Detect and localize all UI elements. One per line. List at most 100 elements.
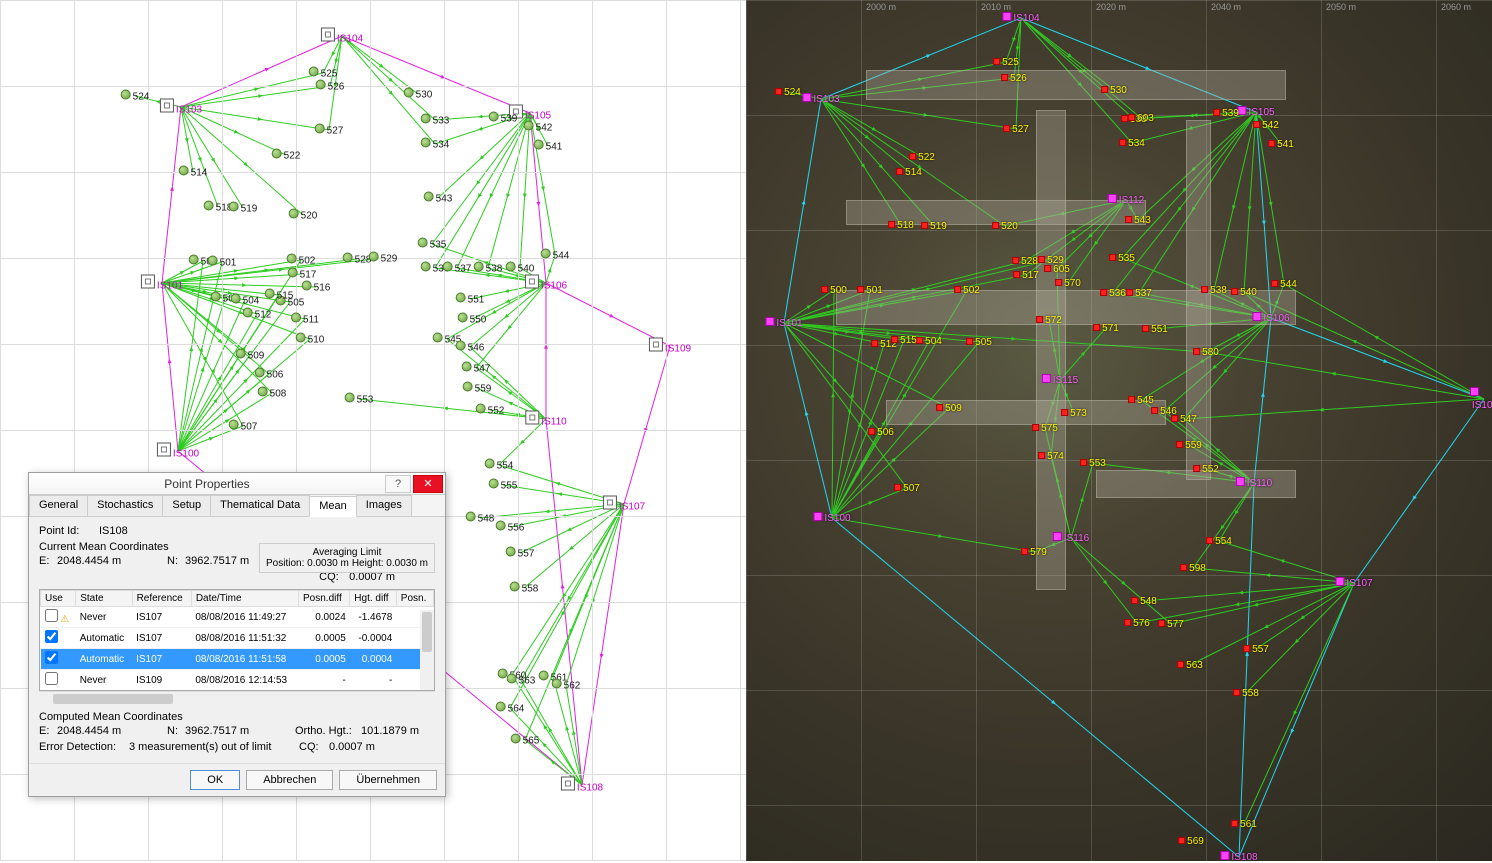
tab-thematical-data[interactable]: Thematical Data bbox=[210, 495, 310, 516]
station-IS110[interactable]: IS110 bbox=[1236, 477, 1272, 489]
point-575[interactable]: 575 bbox=[1032, 422, 1058, 434]
station-IS104[interactable]: IS104 bbox=[321, 28, 363, 45]
point-501[interactable]: 501 bbox=[208, 256, 237, 269]
tab-stochastics[interactable]: Stochastics bbox=[87, 495, 163, 516]
point-544[interactable]: 544 bbox=[1271, 278, 1297, 290]
station-IS106[interactable]: IS106 bbox=[1252, 312, 1289, 324]
point-535[interactable]: 535 bbox=[1109, 252, 1135, 264]
point-573[interactable]: 573 bbox=[1061, 407, 1087, 419]
point-525[interactable]: 525 bbox=[309, 67, 338, 80]
point-540[interactable]: 540 bbox=[1231, 286, 1257, 298]
point-553[interactable]: 553 bbox=[345, 393, 374, 406]
point-571[interactable]: 571 bbox=[1093, 322, 1119, 334]
point-506[interactable]: 506 bbox=[255, 368, 284, 381]
use-checkbox[interactable] bbox=[45, 651, 58, 664]
point-519[interactable]: 519 bbox=[229, 202, 258, 215]
point-547[interactable]: 547 bbox=[1171, 413, 1197, 425]
point-559[interactable]: 559 bbox=[463, 382, 492, 395]
point-552[interactable]: 552 bbox=[476, 404, 505, 417]
point-502[interactable]: 502 bbox=[954, 284, 980, 296]
point-548[interactable]: 548 bbox=[466, 512, 495, 525]
point-517[interactable]: 517 bbox=[1013, 269, 1039, 281]
station-IS101[interactable]: IS101 bbox=[765, 317, 802, 329]
station-IS108[interactable]: IS108 bbox=[561, 777, 603, 794]
table-vertical-scrollbar[interactable] bbox=[420, 610, 434, 690]
point-517[interactable]: 517 bbox=[288, 268, 317, 281]
point-561[interactable]: 561 bbox=[1231, 818, 1257, 830]
point-576[interactable]: 576 bbox=[1124, 617, 1150, 629]
ok-button[interactable]: OK bbox=[190, 770, 240, 790]
point-554[interactable]: 554 bbox=[1206, 535, 1232, 547]
use-checkbox[interactable] bbox=[45, 672, 58, 685]
point-527[interactable]: 527 bbox=[315, 124, 344, 137]
dialog-titlebar[interactable]: Point Properties ? ✕ bbox=[29, 473, 445, 495]
point-542[interactable]: 542 bbox=[524, 121, 553, 134]
point-507[interactable]: 507 bbox=[229, 420, 258, 433]
station-IS109[interactable]: IS109 bbox=[649, 338, 691, 355]
point-514[interactable]: 514 bbox=[896, 166, 922, 178]
station-IS105[interactable]: IS105 bbox=[1237, 106, 1274, 118]
point-526[interactable]: 526 bbox=[316, 80, 345, 93]
use-checkbox[interactable] bbox=[45, 630, 58, 643]
point-537[interactable]: 537 bbox=[1126, 287, 1152, 299]
survey-network-view-aerial[interactable]: 2000 m2010 m2020 m2040 m2050 m2060 mIS10… bbox=[746, 0, 1492, 861]
point-535[interactable]: 535 bbox=[418, 238, 447, 251]
point-544[interactable]: 544 bbox=[541, 249, 570, 262]
col-reference[interactable]: Reference bbox=[132, 591, 191, 607]
table-horizontal-scrollbar[interactable] bbox=[39, 691, 435, 705]
point-541[interactable]: 541 bbox=[534, 140, 563, 153]
point-563[interactable]: 563 bbox=[507, 674, 536, 687]
point-522[interactable]: 522 bbox=[909, 151, 935, 163]
point-538[interactable]: 538 bbox=[474, 262, 503, 275]
point-506[interactable]: 506 bbox=[868, 426, 894, 438]
tab-images[interactable]: Images bbox=[356, 495, 412, 516]
point-508[interactable]: 508 bbox=[258, 387, 287, 400]
point-541[interactable]: 541 bbox=[1268, 138, 1294, 150]
point-512[interactable]: 512 bbox=[243, 308, 272, 321]
point-518[interactable]: 518 bbox=[888, 219, 914, 231]
col-posn-[interactable]: Posn. bbox=[396, 591, 433, 607]
point-529[interactable]: 529 bbox=[369, 252, 398, 265]
table-row[interactable]: AutomaticIS10708/08/2016 11:51:320.0005-… bbox=[41, 628, 434, 649]
point-515[interactable]: 515 bbox=[265, 289, 294, 302]
col-use[interactable]: Use bbox=[41, 591, 76, 607]
point-598[interactable]: 598 bbox=[1180, 562, 1206, 574]
point-574[interactable]: 574 bbox=[1038, 450, 1064, 462]
station-IS108[interactable]: IS108 bbox=[1220, 851, 1257, 863]
point-563[interactable]: 563 bbox=[1177, 659, 1203, 671]
point-530[interactable]: 530 bbox=[1101, 84, 1127, 96]
point-530[interactable]: 530 bbox=[404, 88, 433, 101]
point-501[interactable]: 501 bbox=[857, 284, 883, 296]
point-524[interactable]: 524 bbox=[121, 90, 150, 103]
point-519[interactable]: 519 bbox=[921, 220, 947, 232]
point-557[interactable]: 557 bbox=[506, 547, 535, 560]
point-538[interactable]: 538 bbox=[1201, 284, 1227, 296]
cancel-button[interactable]: Abbrechen bbox=[246, 770, 333, 790]
point-516[interactable]: 516 bbox=[302, 281, 331, 294]
point-525[interactable]: 525 bbox=[993, 56, 1019, 68]
point-570[interactable]: 570 bbox=[1055, 277, 1081, 289]
tab-mean[interactable]: Mean bbox=[309, 496, 357, 517]
point-534[interactable]: 534 bbox=[1119, 137, 1145, 149]
station-IS115[interactable]: IS115 bbox=[1042, 374, 1078, 386]
point-557[interactable]: 557 bbox=[1243, 643, 1269, 655]
table-row[interactable]: AutomaticIS10708/08/2016 11:51:580.00050… bbox=[41, 649, 434, 670]
point-534[interactable]: 534 bbox=[421, 138, 450, 151]
station-IS100[interactable]: IS100 bbox=[813, 512, 850, 524]
use-checkbox[interactable] bbox=[45, 609, 58, 622]
point-562[interactable]: 562 bbox=[552, 679, 581, 692]
point-565[interactable]: 565 bbox=[511, 734, 540, 747]
point-528[interactable]: 528 bbox=[343, 253, 372, 266]
point-509[interactable]: 509 bbox=[936, 402, 962, 414]
point-520[interactable]: 520 bbox=[289, 209, 318, 222]
station-IS103[interactable]: IS103 bbox=[802, 93, 839, 105]
point-514[interactable]: 514 bbox=[179, 166, 208, 179]
point-533[interactable]: 533 bbox=[421, 114, 450, 127]
point-509[interactable]: 509 bbox=[236, 349, 265, 362]
point-551[interactable]: 551 bbox=[1142, 323, 1168, 335]
col-posn-diff[interactable]: Posn.diff bbox=[299, 591, 350, 607]
point-577[interactable]: 577 bbox=[1158, 618, 1184, 630]
point-511[interactable]: 511 bbox=[291, 313, 319, 326]
point-515[interactable]: 515 bbox=[891, 334, 917, 346]
station-IS107[interactable]: IS107 bbox=[603, 496, 645, 513]
